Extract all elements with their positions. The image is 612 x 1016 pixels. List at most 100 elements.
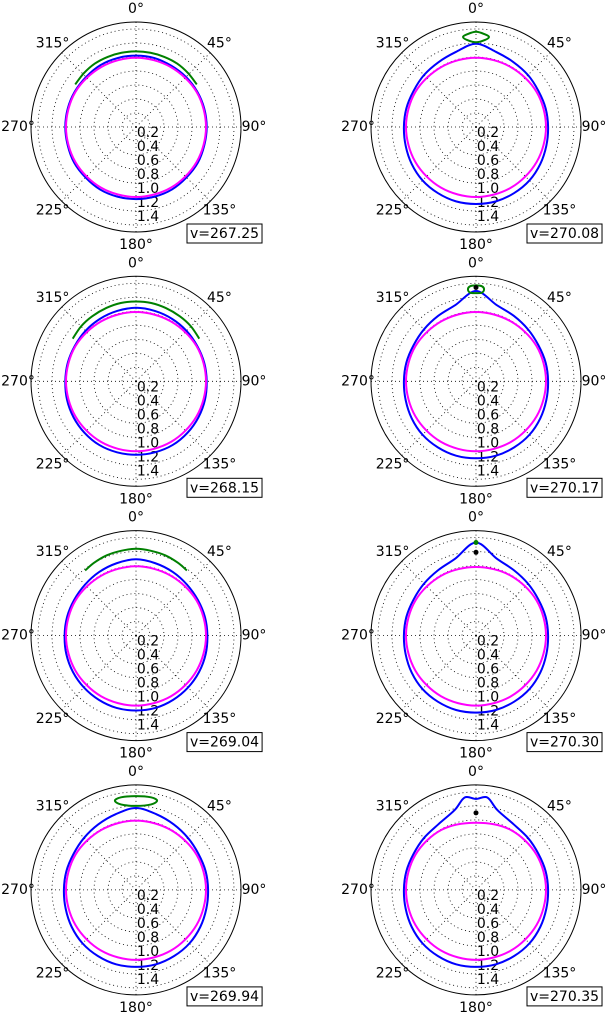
theta-tick-label: 225° — [376, 202, 410, 218]
angular-grid — [135, 561, 211, 636]
polar-chart: 0.20.40.60.81.01.21.40°45°90°135°180°225… — [341, 510, 606, 762]
theta-tick-label: 180° — [119, 746, 153, 762]
theta-tick-label: 180° — [459, 746, 493, 762]
annotation-box — [186, 732, 263, 753]
angular-grid — [61, 306, 137, 382]
theta-tick-label: 225° — [36, 965, 70, 981]
theta-tick-label: 0° — [468, 1, 484, 17]
theta-tick-label: 0° — [468, 510, 484, 526]
curve — [84, 547, 188, 572]
radial-grid — [461, 875, 491, 905]
curve — [64, 565, 208, 707]
curve — [71, 300, 201, 340]
outer-frame — [30, 784, 242, 996]
theta-tick-label: 90° — [582, 373, 607, 389]
polar-chart: 0.20.40.60.81.01.21.40°45°90°135°180°225… — [341, 1, 606, 253]
theta-tick-label: 90° — [242, 882, 267, 898]
theta-tick-label: 270° — [341, 882, 375, 898]
radial-grid — [121, 621, 151, 650]
curve — [404, 56, 548, 199]
curve — [404, 821, 548, 961]
angular-grid — [475, 815, 551, 891]
polar-chart: 0.20.40.60.81.01.21.40°45°90°135°180°225… — [1, 1, 266, 253]
angular-grid — [401, 306, 477, 382]
theta-tick-label: 315° — [376, 544, 410, 560]
radial-grid — [433, 84, 519, 170]
r-tick-label: 1.4 — [477, 463, 499, 479]
angular-grid — [61, 381, 137, 456]
point — [473, 285, 479, 290]
theta-tick-label: 180° — [119, 491, 153, 507]
r-tick-label: 1.4 — [137, 209, 159, 225]
r-tick-label: 0.8 — [137, 676, 159, 692]
r-tick-label: 0.8 — [137, 930, 159, 946]
r-tick-label: 0.8 — [137, 167, 159, 183]
theta-tick-label: 45° — [207, 290, 232, 306]
theta-tick-label: 135° — [543, 711, 577, 727]
r-tick-label: 1.0 — [137, 944, 159, 960]
angular-grid — [401, 889, 477, 965]
r-tick-label: 1.0 — [477, 435, 499, 451]
r-tick-label: 0.2 — [477, 634, 499, 650]
curve — [62, 806, 210, 968]
r-tick-label: 0.4 — [137, 648, 159, 664]
radial-grid — [433, 593, 519, 678]
angular-grid — [401, 52, 477, 128]
r-tick-label: 0.6 — [137, 153, 159, 169]
r-tick-label: 0.8 — [137, 421, 159, 437]
outer-frame — [370, 275, 582, 487]
outer-frame — [370, 21, 582, 233]
annotation-box — [526, 732, 603, 753]
outer-frame — [370, 784, 582, 996]
theta-tick-label: 135° — [203, 965, 237, 981]
polar-chart: 0.20.40.60.81.01.21.40°45°90°135°180°225… — [341, 255, 606, 507]
annotation-box — [526, 477, 603, 498]
angular-grid — [61, 126, 137, 202]
theta-tick-label: 135° — [203, 711, 237, 727]
theta-tick-label: 225° — [36, 202, 70, 218]
angular-grid — [475, 889, 551, 965]
radial-grid — [433, 847, 519, 933]
theta-tick-label: 180° — [119, 237, 153, 253]
radial-grid — [93, 593, 179, 678]
theta-tick-label: 45° — [547, 290, 572, 306]
theta-tick-label: 315° — [36, 290, 70, 306]
angular-grid — [61, 815, 137, 891]
theta-tick-label: 45° — [207, 36, 232, 52]
radial-grid — [377, 28, 575, 226]
annotation-box — [526, 223, 603, 244]
r-tick-label: 1.0 — [137, 181, 159, 197]
theta-tick-label: 0° — [128, 255, 144, 271]
r-tick-label: 0.2 — [477, 125, 499, 141]
angular-grid — [61, 52, 137, 128]
radial-grid — [377, 791, 575, 989]
r-tick-label: 0.8 — [477, 167, 499, 183]
theta-tick-label: 45° — [547, 36, 572, 52]
theta-tick-label: 225° — [376, 965, 410, 981]
r-tick-label: 0.4 — [137, 902, 159, 918]
radial-grid — [433, 338, 519, 424]
annotation-box — [186, 223, 263, 244]
radial-grid — [377, 537, 575, 734]
r-tick-label: 1.4 — [137, 972, 159, 988]
annotation: v=268.15 — [190, 480, 259, 496]
r-tick-label: 1.0 — [137, 435, 159, 451]
angular-grid — [401, 381, 477, 456]
outer-frame — [30, 21, 242, 233]
angular-grid — [135, 815, 211, 891]
theta-tick-label: 315° — [36, 544, 70, 560]
theta-tick-label: 135° — [543, 202, 577, 218]
annotation-box — [526, 986, 603, 1007]
annotation: v=267.25 — [190, 226, 259, 242]
theta-tick-label: 90° — [582, 882, 607, 898]
r-tick-label: 0.2 — [137, 888, 159, 904]
r-tick-label: 0.2 — [477, 379, 499, 395]
angular-grid — [475, 306, 551, 382]
theta-tick-label: 270° — [341, 119, 375, 135]
point — [473, 549, 479, 555]
r-tick-label: 0.4 — [137, 139, 159, 155]
r-tick-label: 0.8 — [477, 421, 499, 437]
angular-grid — [135, 306, 211, 382]
